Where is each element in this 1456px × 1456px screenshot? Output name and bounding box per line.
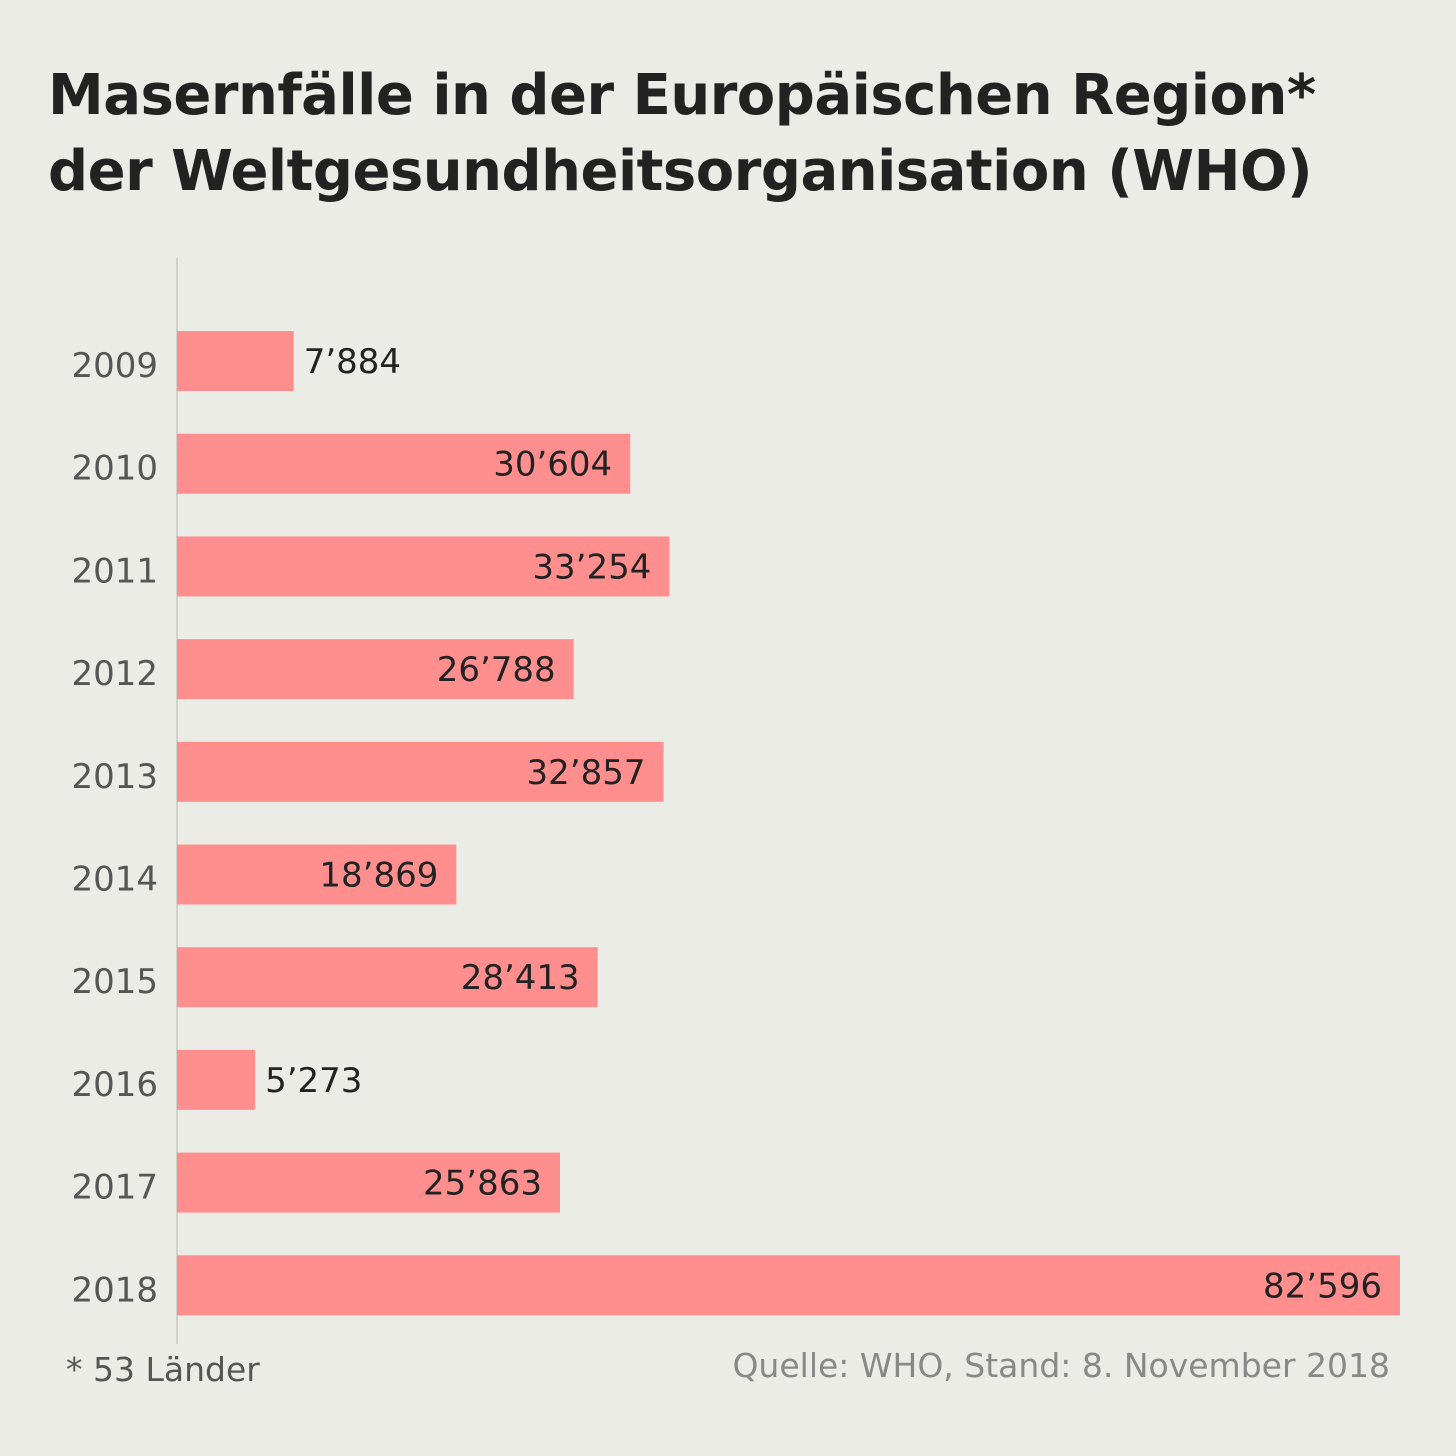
bar-2014	[177, 844, 457, 905]
bar-2011	[177, 536, 670, 597]
chart-title-line-1: Masernfälle in der Europäischen Region*	[48, 63, 1316, 128]
chart-title-line-2: der Weltgesundheitsorganisation (WHO)	[48, 139, 1313, 204]
category-label-2018: 2018	[71, 1270, 158, 1310]
bar-2017	[177, 1152, 560, 1213]
value-label-2010: 30’604	[493, 445, 612, 485]
category-label-2010: 2010	[71, 449, 158, 489]
category-label-2013: 2013	[71, 757, 158, 797]
bar-2016	[177, 1049, 256, 1110]
value-label-2009: 7’884	[304, 342, 401, 382]
bar-2015	[177, 947, 598, 1008]
category-label-2016: 2016	[71, 1065, 158, 1105]
bar-2012	[177, 639, 574, 700]
category-label-2011: 2011	[71, 551, 158, 591]
bar-2013	[177, 741, 664, 802]
category-label-2012: 2012	[71, 654, 158, 694]
bar-2009	[177, 331, 294, 391]
value-label-2013: 32’857	[527, 753, 646, 793]
value-label-2016: 5’273	[265, 1061, 362, 1101]
value-label-2011: 33’254	[532, 547, 651, 587]
footnote: * 53 Länder	[66, 1350, 260, 1389]
value-label-2012: 26’788	[437, 650, 556, 690]
category-label-2014: 2014	[71, 860, 158, 900]
chart-title: Masernfälle in der Europäischen Region* …	[48, 58, 1428, 210]
category-label-2017: 2017	[71, 1168, 158, 1208]
bar-2018	[177, 1255, 1400, 1316]
category-label-2009: 2009	[71, 346, 158, 386]
value-label-2018: 82’596	[1263, 1266, 1382, 1306]
value-label-2014: 18’869	[319, 856, 438, 896]
value-label-2015: 28’413	[461, 958, 580, 998]
bar-2010	[177, 433, 631, 494]
bars: 2009 7’884 2010 30’604 2011 33’254 2012 26’788 2…	[71, 331, 1400, 1316]
value-label-2017: 25’863	[423, 1164, 542, 1204]
category-label-2015: 2015	[71, 962, 158, 1002]
source-note: Quelle: WHO, Stand: 8. November 2018	[732, 1346, 1390, 1385]
